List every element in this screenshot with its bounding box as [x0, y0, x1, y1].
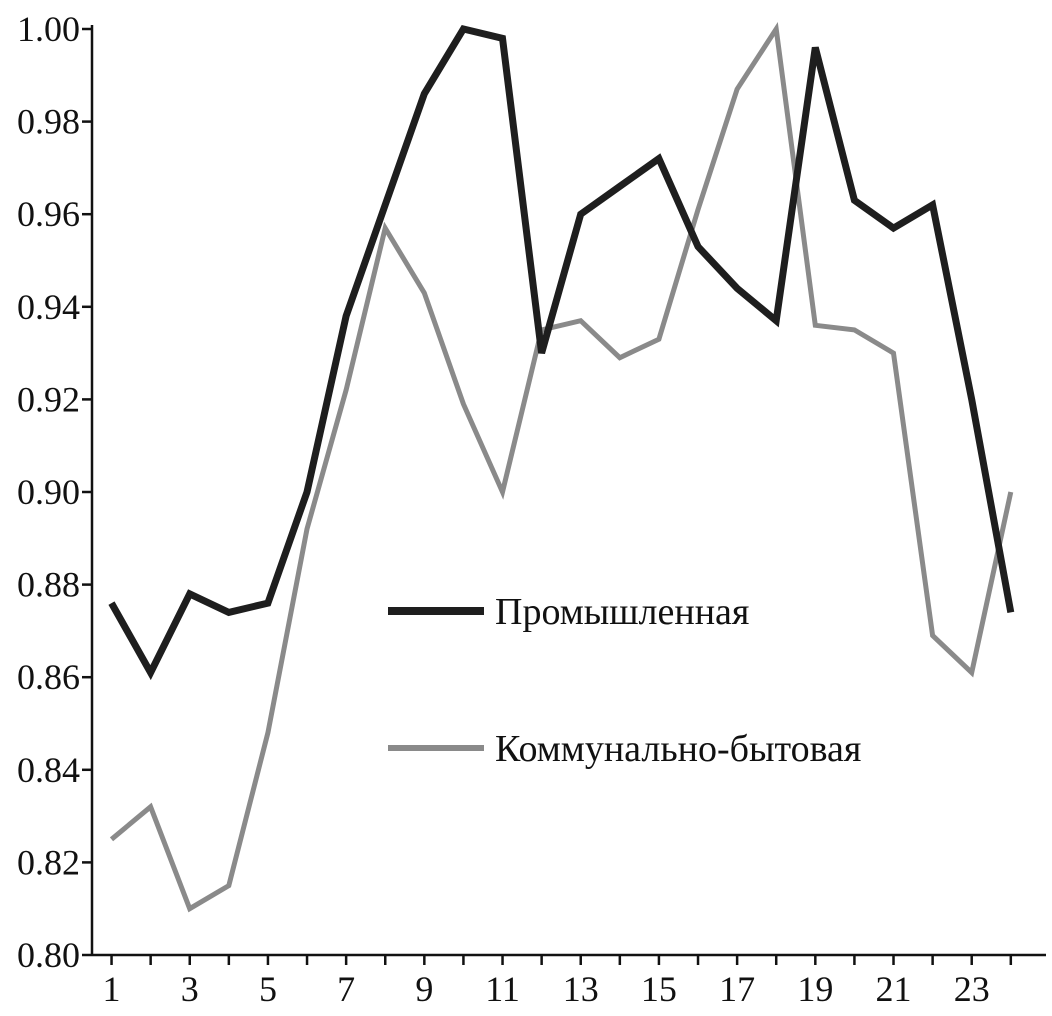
- legend-item-industrial: Промышленная: [388, 591, 749, 633]
- x-tick-label: 23: [954, 969, 990, 1009]
- x-tick-label: 1: [103, 969, 121, 1009]
- x-tick-label: 9: [415, 969, 433, 1009]
- x-tick-label: 13: [563, 969, 599, 1009]
- y-axis-ticks: 0.80 0.82 0.84 0.86 0.88 0.90 0.92 0.94 0.96 0.98…: [17, 9, 92, 975]
- x-tick-label: 15: [641, 969, 677, 1009]
- y-tick-label: 0.82: [17, 842, 80, 882]
- series-line-industrial: [108, 25, 1015, 681]
- legend-label-industrial: Промышленная: [495, 591, 749, 633]
- x-axis-ticks: 1 3 5 7 9 11 13 15 17 19 21 23: [103, 955, 1013, 1009]
- y-tick-label: 0.94: [17, 287, 80, 327]
- x-tick-label: 21: [876, 969, 912, 1009]
- legend-item-residential: Коммунально-бытовая: [388, 728, 861, 770]
- y-tick-label: 0.90: [17, 472, 80, 512]
- series-line-residential: [109, 21, 1014, 913]
- x-tick-label: 17: [719, 969, 755, 1009]
- y-tick-label: 0.92: [17, 379, 80, 419]
- y-tick-label: 0.96: [17, 194, 80, 234]
- x-tick-label: 3: [181, 969, 199, 1009]
- x-tick-label: 7: [337, 969, 355, 1009]
- y-tick-label: 0.84: [17, 750, 80, 790]
- legend-label-residential: Коммунально-бытовая: [495, 728, 861, 770]
- y-tick-label: 0.98: [17, 102, 80, 142]
- y-tick-label: 0.80: [17, 935, 80, 975]
- x-tick-label: 19: [797, 969, 833, 1009]
- series-lines: [108, 21, 1015, 913]
- y-tick-label: 0.88: [17, 565, 80, 605]
- axes: [90, 25, 1046, 957]
- y-tick-label: 0.86: [17, 657, 80, 697]
- x-tick-label: 11: [485, 969, 520, 1009]
- x-tick-label: 5: [259, 969, 277, 1009]
- y-tick-label: 1.00: [17, 9, 80, 49]
- legend: Промышленная Коммунально-бытовая: [388, 591, 861, 770]
